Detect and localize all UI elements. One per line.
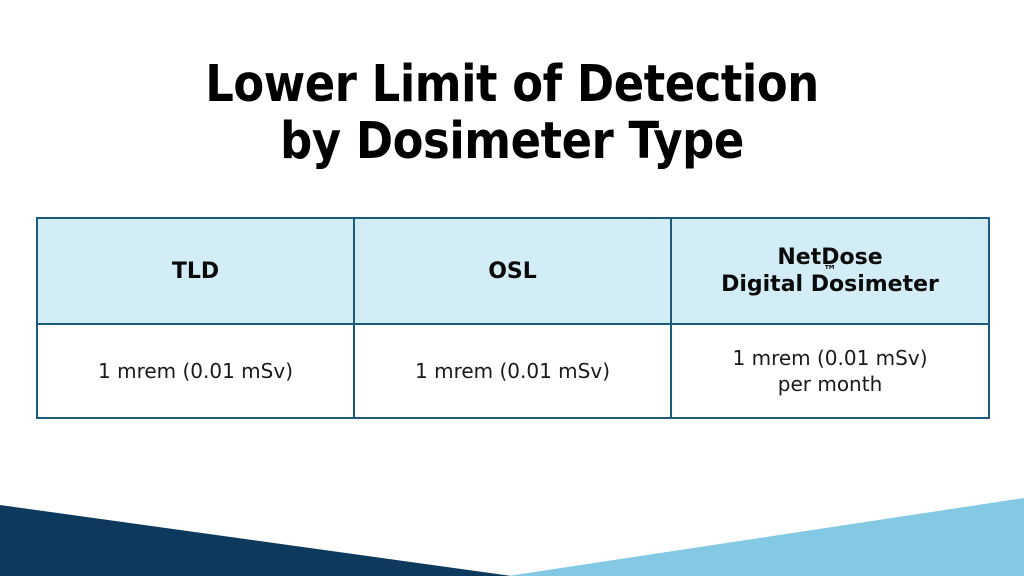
dosimeter-comparison-table: TLD OSL NetDose ™ Digital Dosimeter [36, 217, 990, 419]
cell-osl-value: 1 mrem (0.01 mSv) [353, 323, 672, 419]
cell-tld-value: 1 mrem (0.01 mSv) [36, 323, 355, 419]
bottom-decoration [0, 480, 1024, 576]
column-header-netdose: NetDose ™ Digital Dosimeter [670, 217, 990, 325]
column-header-osl: OSL [353, 217, 672, 325]
cell-netdose-value-line2: per month [777, 372, 883, 396]
left-triangle-shape [0, 505, 512, 576]
title-line-1: Lower Limit of Detection [205, 55, 819, 114]
column-header-netdose-brand: NetDose ™ [680, 244, 980, 278]
column-header-tld: TLD [36, 217, 355, 325]
table-row: 1 mrem (0.01 mSv) 1 mrem (0.01 mSv) 1 mr… [36, 323, 990, 419]
page-title: Lower Limit of Detection by Dosimeter Ty… [0, 56, 1024, 170]
right-triangle-shape [508, 498, 1024, 576]
cell-osl-value-line1: 1 mrem (0.01 mSv) [415, 359, 610, 383]
cell-tld-value-line1: 1 mrem (0.01 mSv) [98, 359, 293, 383]
table-header-row: TLD OSL NetDose ™ Digital Dosimeter [36, 217, 990, 325]
cell-netdose-value: 1 mrem (0.01 mSv) per month [670, 323, 990, 419]
column-header-netdose-brand-text: NetDose [777, 245, 883, 270]
column-header-tld-label: TLD [171, 258, 220, 284]
cell-netdose-value-line1: 1 mrem (0.01 mSv) [732, 346, 928, 370]
column-header-netdose-subtitle: Digital Dosimeter [721, 272, 939, 297]
column-header-osl-label: OSL [488, 258, 537, 284]
title-line-2: by Dosimeter Type [280, 112, 744, 171]
